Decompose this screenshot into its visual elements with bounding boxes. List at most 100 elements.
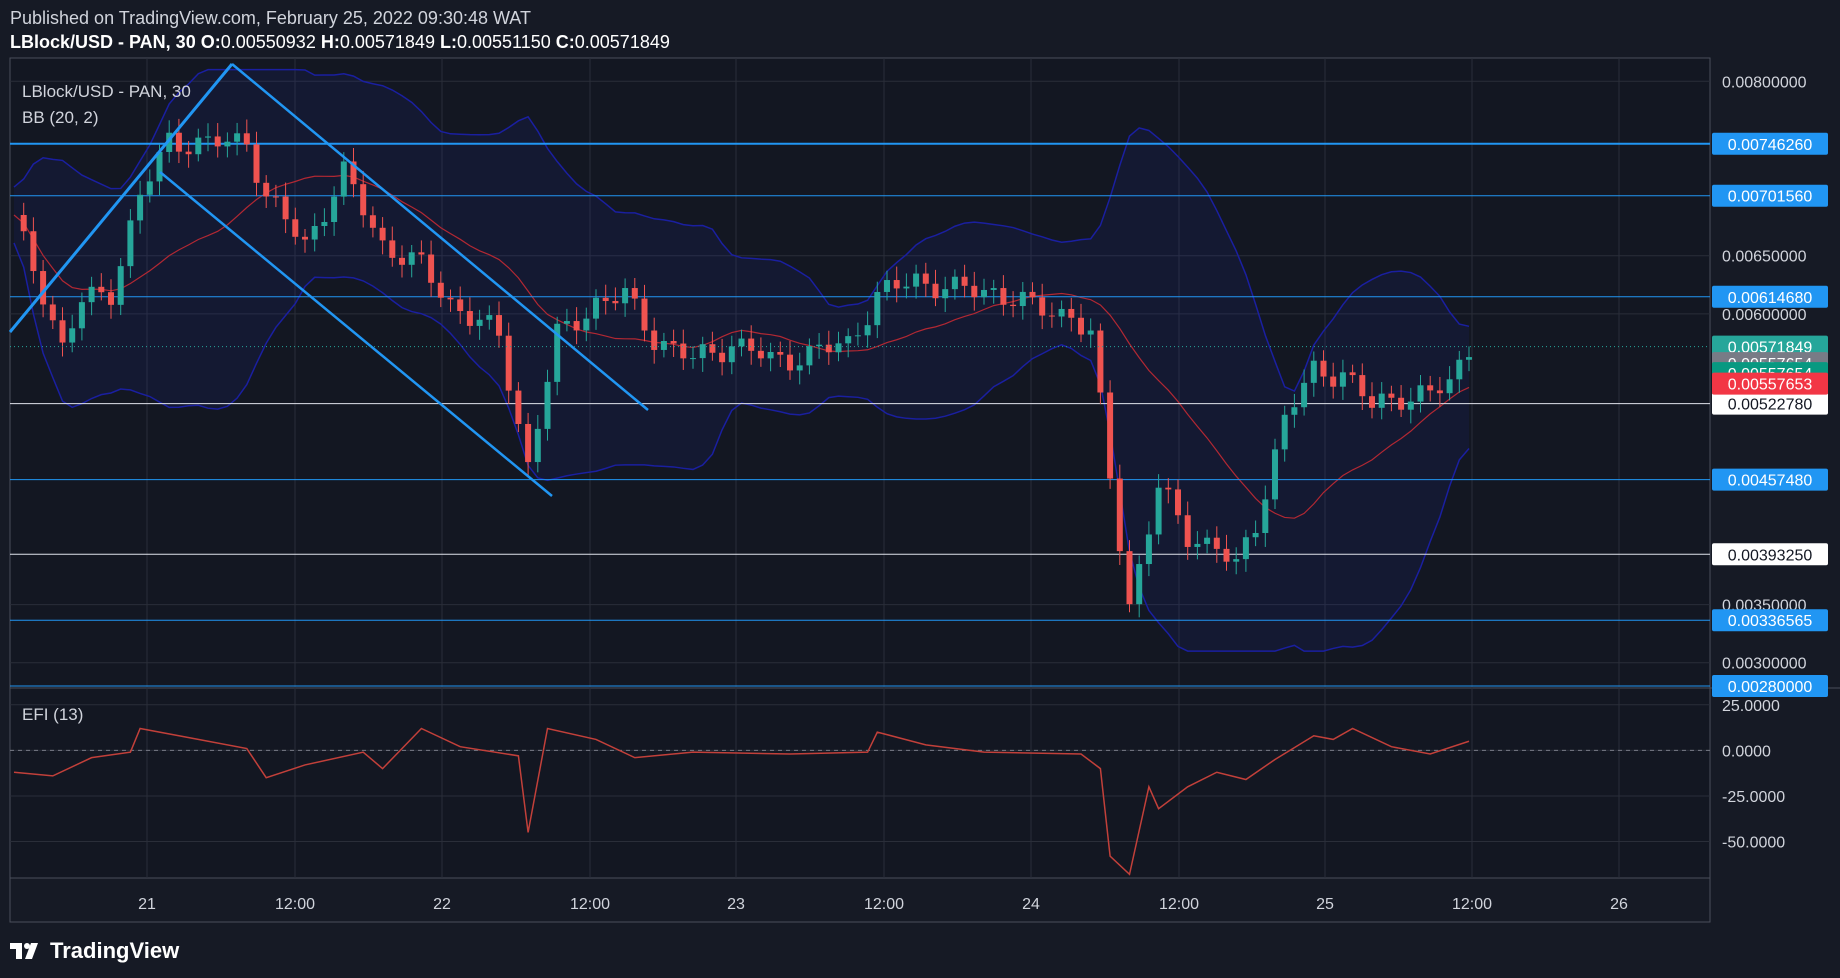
candle-body: [311, 225, 318, 240]
candle-body: [1466, 357, 1472, 360]
candle-body: [1039, 297, 1046, 316]
x-tick-label: 12:00: [570, 896, 610, 913]
candle-body: [1291, 407, 1298, 415]
candle-body: [1310, 360, 1317, 383]
y-tick-label: 0.00600000: [1722, 307, 1807, 324]
candle-body: [1078, 317, 1084, 335]
candle-body: [670, 341, 677, 344]
candle-body: [583, 318, 590, 331]
candle-body: [554, 323, 561, 382]
candle-body: [1281, 414, 1288, 450]
candle-body: [272, 196, 279, 198]
candle-body: [593, 297, 599, 319]
candle-body: [302, 236, 308, 240]
candle-body: [1262, 499, 1269, 534]
candle-body: [981, 289, 987, 298]
tradingview-logo-icon: [10, 943, 38, 959]
level-tag-label: 0.00701560: [1728, 189, 1813, 206]
candle-body: [331, 196, 338, 223]
candle-body: [845, 336, 852, 344]
level-tag-label: 0.00614680: [1728, 290, 1813, 307]
ohlc-line: LBlock/USD - PAN, 30 O:0.00550932 H:0.00…: [10, 30, 670, 54]
symbol-label: LBlock/USD - PAN, 30: [10, 32, 196, 52]
efi-tick-label: 0.0000: [1722, 743, 1771, 760]
price-tag-bg: [1712, 335, 1828, 358]
candle-body: [389, 240, 396, 258]
candle-body: [175, 132, 182, 152]
candle-body: [428, 254, 435, 283]
candle-body: [913, 273, 920, 287]
candle-body: [1398, 397, 1405, 410]
candle-body: [1369, 396, 1375, 408]
x-tick-label: 12:00: [275, 896, 315, 913]
level-tag-label: 0.00522780: [1728, 397, 1813, 414]
x-tick-label: 26: [1610, 896, 1628, 913]
x-tick-label: 23: [727, 896, 745, 913]
close-value: 0.00571849: [574, 32, 670, 52]
candle-body: [1407, 401, 1414, 410]
candle-body: [408, 252, 415, 265]
time-axis: [9, 877, 1711, 923]
candle-body: [1204, 537, 1211, 544]
level-tag-bg: [1712, 392, 1828, 415]
candle-body: [185, 151, 192, 155]
candle-body: [1136, 564, 1143, 605]
candle-body: [1029, 291, 1036, 298]
level-tag-bg: [1712, 543, 1828, 566]
tradingview-logo[interactable]: TradingView: [10, 938, 179, 964]
candle-body: [563, 321, 570, 324]
efi-title: EFI (13): [22, 705, 83, 724]
candle-body: [1019, 291, 1026, 307]
level-tag-label: 0.00280000: [1728, 679, 1813, 696]
candle-body: [1213, 537, 1220, 549]
candle-body: [544, 381, 551, 429]
level-tag-bg: [1712, 132, 1828, 155]
candle-body: [88, 286, 95, 303]
efi-tick-label: -50.0000: [1722, 835, 1785, 852]
candle-body: [486, 315, 493, 320]
candle-body: [651, 330, 658, 350]
candle-body: [932, 283, 939, 299]
candle-body: [1155, 487, 1162, 535]
candle-body: [466, 311, 473, 326]
candle-body: [903, 286, 910, 289]
candle-body: [1388, 393, 1395, 398]
candle-body: [505, 335, 512, 391]
candle-body: [78, 302, 85, 329]
candle-body: [1456, 359, 1463, 380]
candle-body: [292, 219, 299, 237]
candle-body: [195, 137, 202, 155]
x-tick-label: 22: [433, 896, 451, 913]
candle-body: [40, 271, 47, 305]
efi-tick-label: -25.0000: [1722, 789, 1785, 806]
candle-body: [874, 291, 881, 326]
main-pane-title: LBlock/USD - PAN, 30: [22, 82, 191, 101]
y-tick-label: 0.00800000: [1722, 74, 1807, 91]
level-tag-bg: [1712, 184, 1828, 207]
candle-body: [709, 344, 716, 353]
candle-body: [137, 194, 144, 221]
candle-body: [699, 344, 706, 359]
candle-body: [399, 257, 405, 265]
candle-body: [971, 285, 978, 298]
candle-body: [738, 338, 745, 347]
candle-body: [117, 266, 124, 305]
bb-lower: [13, 242, 1470, 652]
candle-body: [418, 252, 425, 255]
candle-body: [796, 365, 803, 371]
level-tag-bg: [1712, 609, 1828, 632]
candle-body: [156, 151, 163, 182]
candle-body: [1339, 372, 1346, 387]
candle-body: [127, 220, 134, 267]
candle-body: [1252, 533, 1259, 538]
candle-body: [622, 288, 629, 304]
level-tag-label: 0.00457480: [1728, 473, 1813, 490]
price-tag-label: 0.00557653: [1728, 377, 1813, 394]
candle-body: [1000, 288, 1007, 305]
efi-line: [13, 727, 1470, 876]
candle-body: [1068, 308, 1075, 318]
candle-body: [806, 346, 813, 366]
candle-body: [602, 297, 609, 301]
candle-body: [680, 343, 687, 359]
